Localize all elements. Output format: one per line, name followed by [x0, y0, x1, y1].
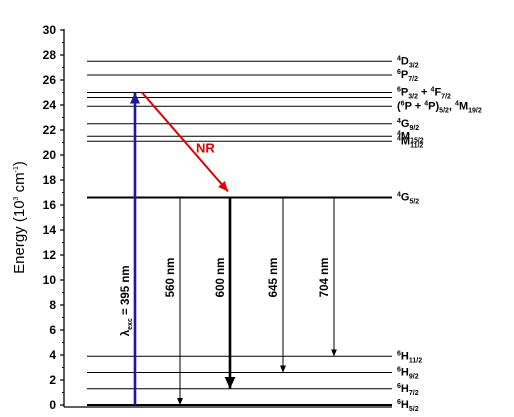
y-tick-label: 2 [49, 373, 56, 387]
text-span: 3/2 [408, 94, 418, 101]
text-span: -1 [13, 166, 20, 172]
term-label: 6P3/2 + 4F7/2 [397, 87, 451, 101]
term-label: 4M15/2 [397, 130, 424, 144]
text-span: 5/2 [409, 406, 419, 412]
text-span: D [401, 55, 409, 67]
text-span: = 395 nm [120, 265, 132, 318]
text-span: 5/2 [439, 107, 449, 114]
text-span: 6 [397, 367, 401, 374]
text-span: ( [397, 100, 401, 112]
text-span: 15/2 [410, 137, 424, 144]
text-span: 7/2 [408, 76, 418, 83]
y-tick-label: 26 [43, 73, 57, 87]
term-label: 6H5/2 [397, 399, 419, 412]
y-tick-label: 10 [43, 273, 57, 287]
y-axis-title: Energy (103 cm-1) [11, 161, 28, 274]
emission-label: 645 nm [268, 258, 280, 298]
text-span: 6 [397, 69, 401, 76]
y-tick-label: 28 [43, 48, 57, 62]
text-span: 6 [401, 100, 405, 107]
text-span: H [401, 367, 409, 379]
text-span: 11/2 [409, 357, 422, 364]
nr-label: NR [196, 141, 215, 156]
text-span: 4 [431, 87, 435, 94]
text-span: 19/2 [468, 107, 482, 114]
text-span: 6 [397, 383, 401, 390]
text-span: 6 [397, 399, 401, 406]
text-span: 4 [397, 130, 401, 137]
y-tick-label: 20 [43, 148, 57, 162]
text-span: P [401, 69, 408, 81]
term-label: 6H9/2 [397, 367, 419, 381]
text-span: exc [127, 318, 134, 330]
emission-label: 704 nm [319, 258, 331, 298]
text-span: 7/2 [409, 390, 419, 397]
nonradiative-arrow [141, 91, 229, 193]
text-span: + [418, 87, 431, 99]
text-span: H [401, 383, 409, 395]
term-label: 4G5/2 [397, 192, 419, 206]
excitation-label: λexc = 395 nm [120, 265, 134, 336]
text-span: 4 [455, 100, 459, 107]
text-span: 4 [397, 135, 401, 142]
text-span: 4 [397, 192, 401, 199]
emission-label: 600 nm [215, 258, 227, 298]
text-span: P [401, 87, 408, 99]
text-span: 4 [424, 100, 428, 107]
y-tick-label: 16 [43, 198, 57, 212]
y-tick-label: 30 [43, 23, 57, 37]
y-tick-label: 6 [49, 323, 56, 337]
text-span: ) [11, 161, 28, 166]
text-span: M [401, 130, 410, 142]
text-span: 3/2 [409, 62, 419, 69]
y-tick-label: 22 [43, 123, 57, 137]
text-span: G [401, 192, 410, 204]
y-tick-label: 14 [43, 223, 57, 237]
text-span: , [449, 100, 455, 112]
term-label: 4G9/2 [397, 118, 419, 132]
term-label: 4D3/2 [397, 55, 419, 69]
text-span: P) [428, 100, 439, 112]
y-tick-label: 24 [43, 98, 57, 112]
text-span: F [434, 87, 441, 99]
text-span: 3 [13, 196, 20, 200]
text-span: 11/2 [410, 142, 423, 149]
term-label: 4M11/2 [397, 135, 423, 149]
text-span: H [401, 399, 409, 411]
text-span: 6 [397, 350, 401, 357]
text-span: 7/2 [441, 94, 451, 101]
text-span: λ [120, 329, 132, 336]
y-tick-label: 18 [43, 173, 57, 187]
term-label: 6H7/2 [397, 383, 419, 397]
text-span: M [401, 135, 410, 147]
y-tick-label: 4 [49, 348, 56, 362]
text-span: 4 [397, 118, 401, 125]
y-tick-label: 8 [49, 298, 56, 312]
y-tick-label: 0 [49, 398, 56, 412]
term-label: (6P + 4P)5/2, 4M19/2 [397, 100, 482, 114]
text-span: cm [11, 172, 28, 196]
text-span: M [459, 100, 468, 112]
text-span: H [401, 350, 409, 362]
text-span: 9/2 [409, 125, 419, 132]
text-span: 5/2 [409, 199, 419, 206]
text-span: P + [405, 100, 425, 112]
text-span: 6 [397, 87, 401, 94]
text-span: 4 [397, 55, 401, 62]
text-span: G [401, 118, 410, 130]
term-label: 6P7/2 [397, 69, 418, 83]
emission-label: 560 nm [165, 258, 177, 298]
text-span: 9/2 [409, 374, 419, 381]
term-label: 6H11/2 [397, 350, 422, 364]
y-tick-label: 12 [43, 248, 57, 262]
text-span: Energy (10 [11, 200, 28, 273]
